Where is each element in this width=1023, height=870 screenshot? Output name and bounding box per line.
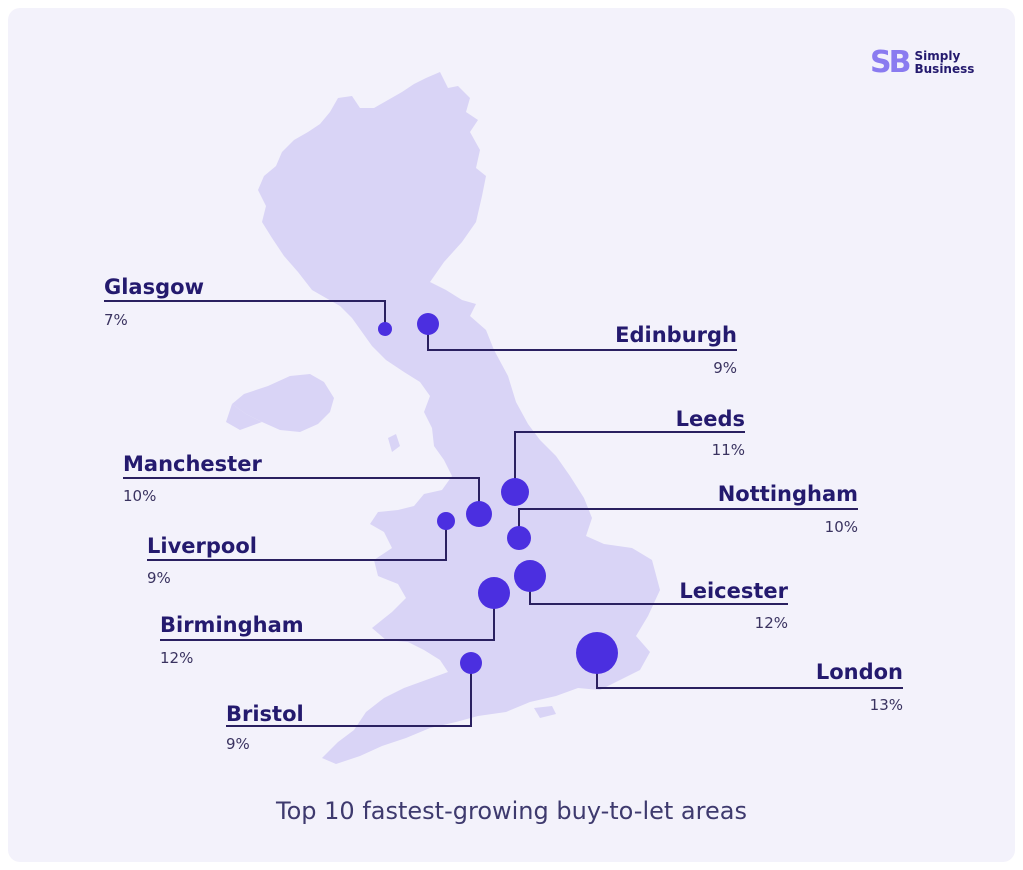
label-leeds-name: Leeds <box>675 407 745 431</box>
marker-manchester <box>466 501 492 527</box>
ireland-south-edge <box>226 404 262 430</box>
label-bristol-name: Bristol <box>226 702 304 726</box>
leader-line-leeds <box>514 431 745 492</box>
leader-line-liverpool <box>147 521 447 561</box>
marker-london <box>576 632 618 674</box>
simply-business-logo: SB Simply Business <box>870 48 974 78</box>
label-liverpool-value: 9% <box>147 569 171 587</box>
ireland-landmass <box>232 374 334 432</box>
label-nottingham-name: Nottingham <box>717 482 858 506</box>
marker-nottingham <box>507 526 531 550</box>
great-britain-landmass <box>258 72 660 764</box>
marker-glasgow <box>378 322 392 336</box>
label-edinburgh-value: 9% <box>713 359 737 377</box>
marker-liverpool <box>437 512 455 530</box>
city-markers <box>378 313 618 674</box>
leader-line-bristol <box>226 663 472 727</box>
isle-of-wight <box>534 706 556 718</box>
label-bristol-value: 9% <box>226 735 250 753</box>
marker-leeds <box>501 478 529 506</box>
label-manchester-name: Manchester <box>123 452 262 476</box>
logo-mark: SB <box>870 45 912 80</box>
label-glasgow-value: 7% <box>104 311 128 329</box>
label-liverpool-name: Liverpool <box>147 534 257 558</box>
leader-line-glasgow <box>104 300 386 329</box>
label-glasgow-name: Glasgow <box>104 275 204 299</box>
label-leicester-value: 12% <box>754 614 788 632</box>
marker-birmingham <box>478 577 510 609</box>
marker-bristol <box>460 652 482 674</box>
marker-leicester <box>514 560 546 592</box>
logo-wordmark: Simply Business <box>914 50 974 76</box>
label-edinburgh-name: Edinburgh <box>615 323 737 347</box>
label-leeds-value: 11% <box>711 441 745 459</box>
logo-word-2: Business <box>914 62 975 76</box>
logo-word-1: Simply <box>914 49 961 63</box>
label-birmingham-name: Birmingham <box>160 613 304 637</box>
marker-edinburgh <box>417 313 439 335</box>
isle-of-man <box>388 434 400 452</box>
label-nottingham-value: 10% <box>824 518 858 536</box>
label-birmingham-value: 12% <box>160 649 194 667</box>
label-leicester-name: Leicester <box>679 579 788 603</box>
map-caption: Top 10 fastest-growing buy-to-let areas <box>276 797 747 825</box>
label-london-value: 13% <box>869 696 903 714</box>
label-london-name: London <box>815 660 903 684</box>
label-manchester-value: 10% <box>123 487 157 505</box>
